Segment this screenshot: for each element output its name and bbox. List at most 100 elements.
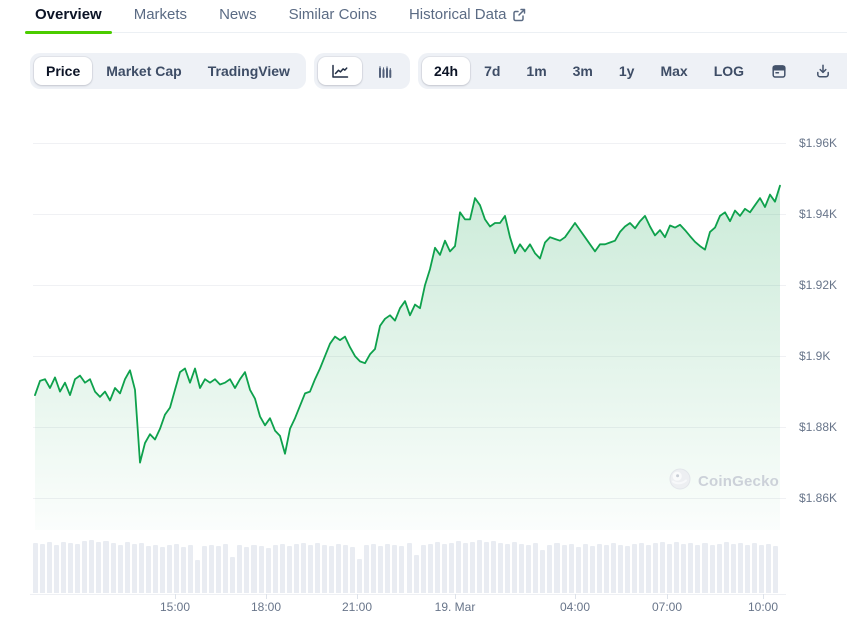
price-button[interactable]: Price [34,57,93,85]
volume-bar [526,545,532,593]
volume-bar [519,543,525,593]
range-max-button[interactable]: Max [648,57,699,85]
volume-bar [406,543,412,593]
tab-historical-data-label: Historical Data [408,6,507,23]
volume-bar [371,544,377,593]
volume-bar [145,546,151,593]
volume-bar [61,541,67,593]
volume-bar [286,545,292,593]
volume-bar [216,545,222,593]
volume-bar [110,543,116,593]
tab-markets-label: Markets [133,6,188,23]
price-area-fill [35,185,780,530]
volume-bar [469,541,475,593]
volume-bar [448,542,454,593]
tab-historical-data[interactable]: Historical Data [399,0,537,32]
range-1y-button[interactable]: 1y [607,57,647,85]
y-axis-label: $1.92K [799,278,838,293]
calendar-button[interactable] [758,57,800,85]
volume-bar [40,544,46,593]
volume-bar [653,543,659,593]
volume-bar [575,546,581,593]
tab-markets[interactable]: Markets [124,0,197,32]
volume-bar [336,543,342,593]
x-axis-label: 19. Mar [434,600,476,614]
external-link-icon [512,8,526,22]
volume-bar [392,544,398,593]
volume-bar [244,546,250,593]
volume-bar [554,543,560,593]
volume-bar [237,545,243,593]
volume-bar [540,549,546,593]
volume-bar [117,545,123,593]
y-axis-label: $1.9K [799,349,831,364]
tab-similar-coins-label: Similar Coins [288,6,377,23]
line-chart-toggle-button[interactable] [317,57,362,85]
volume-bar [498,542,504,593]
volume-bar [688,542,694,593]
volume-bar [103,541,109,593]
coingecko-watermark: CoinGecko [669,468,779,495]
volume-bar [758,545,764,593]
volume-bar [420,545,426,593]
volume-bar [512,542,518,593]
y-axis-label: $1.94K [799,207,838,222]
volume-bar [75,543,81,593]
volume-bar [660,541,666,593]
volume-bar [709,545,715,593]
volume-bar [159,547,165,593]
volume-bar [624,546,630,593]
volume-bar [364,545,370,593]
volume-bar [533,543,539,593]
volume-bar [68,542,74,593]
chart-hover-area[interactable] [30,125,790,595]
volume-bar [681,544,687,593]
range-24h-button[interactable]: 24h [421,57,471,85]
tab-overview[interactable]: Overview [25,0,112,34]
volume-bar [589,545,595,593]
x-axis-baseline [30,594,786,595]
volume-bar [413,554,419,593]
range-3m-button[interactable]: 3m [561,57,605,85]
grid-line [33,143,786,145]
tab-news[interactable]: News [209,0,267,32]
volume-bar [124,542,130,593]
volume-bar [639,542,645,593]
volume-bar [561,545,567,593]
volume-bar [568,543,574,593]
market-cap-button[interactable]: Market Cap [94,57,193,85]
tab-similar-coins[interactable]: Similar Coins [279,0,387,32]
gecko-logo-icon [669,468,691,495]
volume-bar [674,542,680,593]
volume-bar [166,545,172,593]
log-scale-button[interactable]: LOG [702,57,756,85]
volume-bar [737,542,743,593]
price-line [34,184,781,464]
volume-bar [82,540,88,593]
x-axis-tick [575,594,576,599]
volume-bar [152,544,158,593]
x-axis-tick [763,594,764,599]
range-7d-button[interactable]: 7d [472,57,512,85]
download-button[interactable] [802,57,844,85]
x-axis-tick [175,594,176,599]
grid-line [33,285,786,287]
tradingview-button[interactable]: TradingView [196,57,302,85]
range-1m-button[interactable]: 1m [514,57,558,85]
volume-bar [632,544,638,593]
volume-bar [716,543,722,593]
volume-bar [751,543,757,593]
tab-news-label: News [219,6,257,23]
volume-bar [455,541,461,593]
volume-bar [195,560,201,593]
volume-bar [131,544,137,593]
volume-bar [173,543,179,593]
grid-line [33,214,786,216]
volume-bar [385,543,391,593]
volume-bar [279,543,285,593]
volume-bar [307,544,313,593]
volume-bar [462,543,468,593]
candlestick-chart-toggle-button[interactable] [364,57,406,85]
volume-bar [223,544,229,593]
